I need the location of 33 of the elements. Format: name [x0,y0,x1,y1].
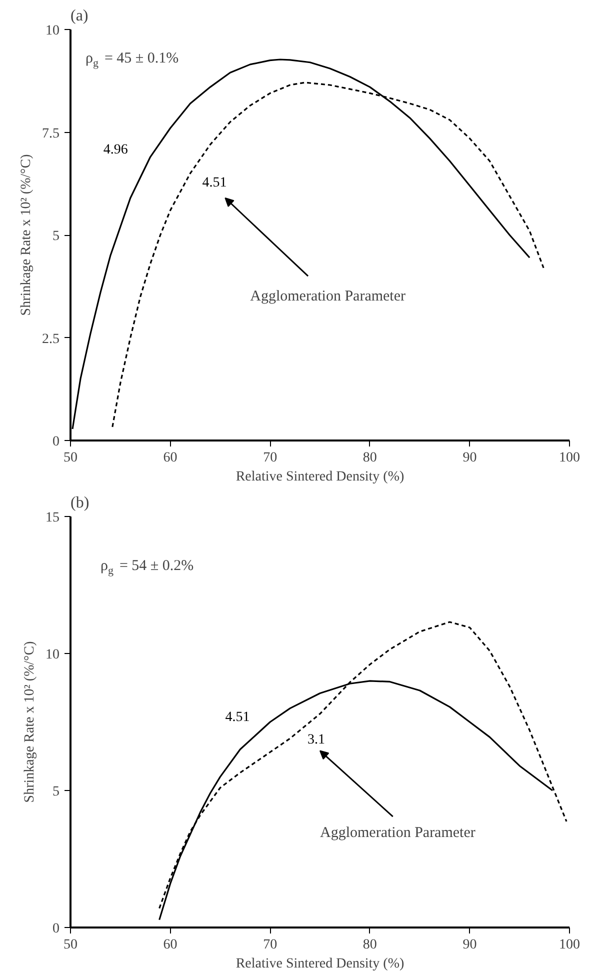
chart-title: (a) [70,8,88,24]
y-tick-label: 0 [52,434,60,450]
y-axis-title: Shrinkage Rate x 10² (%/°C) [19,154,34,316]
y-axis-title: Shrinkage Rate x 10² (%/°C) [22,640,38,803]
x-tick-label: 60 [163,450,178,466]
x-tick-label: 80 [362,450,377,466]
y-tick-label: 10 [46,24,60,38]
x-tick-label: 80 [362,938,377,952]
annotation: Agglomeration Parameter [250,288,406,305]
x-axis-title: Relative Sintered Density (%) [236,470,405,484]
y-tick-label: 0 [52,922,60,936]
annotation: Agglomeration Parameter [320,824,476,841]
x-axis-title: Relative Sintered Density (%) [236,956,405,972]
series-label: 4.51 [225,710,250,725]
y-tick-label: 2.5 [42,332,60,347]
x-tick-label: 60 [163,938,178,952]
y-tick-label: 5 [52,229,60,244]
y-tick-label: 15 [46,510,60,526]
x-tick-label: 70 [263,938,278,952]
x-tick-label: 90 [462,450,477,466]
x-tick-label: 90 [462,938,477,952]
x-tick-label: 100 [559,450,580,466]
y-tick-label: 10 [46,648,60,662]
series-label: 4.51 [202,176,227,191]
y-tick-label: 5 [52,784,60,800]
y-tick-label: 7.5 [42,126,60,142]
chart-title: (b) [70,494,90,512]
x-tick-label: 100 [559,938,580,952]
series-label: 3.1 [308,732,326,748]
x-tick-label: 50 [64,450,78,466]
series-label: 4.96 [103,142,128,158]
x-tick-label: 50 [64,938,78,952]
x-tick-label: 70 [263,450,278,466]
